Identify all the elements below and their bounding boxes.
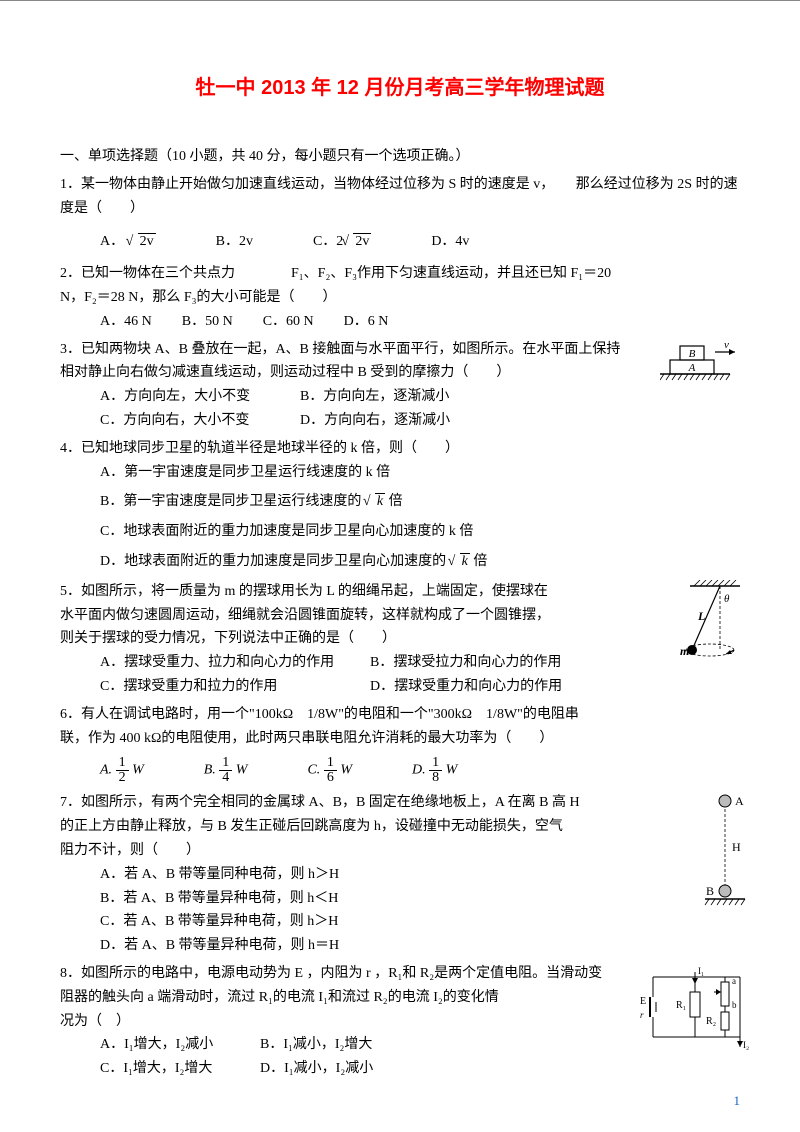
- q7-opt-c: C．若 A、B 带等量异种电荷，则 h＞H: [60, 910, 740, 934]
- svg-text:R₁: R₁: [676, 1000, 686, 1011]
- q3-opt-a: A．方向向左，大小不变: [100, 385, 300, 409]
- q2-opt-c: C．60 N: [263, 310, 314, 334]
- q3-opt-c: C．方向向右，大小不变: [100, 409, 300, 433]
- q5-line3: 则关于摆球的受力情况，下列说法中正确的是（ ）: [60, 627, 740, 651]
- question-1: 1．某一物体由静止开始做匀加速直线运动，当物体经过位移为 S 时的速度是 v， …: [60, 173, 740, 254]
- pendulum-figure: θ L m: [680, 580, 750, 670]
- q6-opt-b: B. 14 W: [204, 756, 248, 785]
- svg-text:I₂: I₂: [743, 1040, 749, 1050]
- q2-line2: N，F₂＝28 N，那么 F₃的大小可能是（ ）: [60, 286, 740, 310]
- svg-text:m: m: [680, 644, 689, 658]
- q8-opt-a: A．I₁增大，I₂减小: [100, 1033, 260, 1057]
- q4-opt-c: C．地球表面附近的重力加速度是同步卫星向心加速度的 k 倍: [60, 520, 740, 544]
- q4-opt-d: D．地球表面附近的重力加速度是同步卫星向心加速度的 k 倍: [60, 550, 740, 574]
- q2-opt-b: B．50 N: [182, 310, 233, 334]
- q8-line2: 阻器的触头向 a 端滑动时，流过 R₁的电流 I₁和流过 R₂的电流 I₂的变化…: [60, 986, 740, 1010]
- section-heading: 一、单项选择题（10 小题，共 40 分，每小题只有一个选项正确。）: [60, 145, 740, 169]
- q4-line1: 4．已知地球同步卫星的轨道半径是地球半径的 k 倍，则（ ）: [60, 437, 740, 461]
- q4-opt-a: A．第一宇宙速度是同步卫星运行线速度的 k 倍: [60, 461, 740, 485]
- svg-text:A: A: [688, 362, 696, 374]
- svg-text:b: b: [732, 1000, 737, 1010]
- q6-line2: 联，作为 400 kΩ的电阻使用，此时两只串联电阻允许消耗的最大功率为（ ）: [60, 727, 740, 751]
- svg-text:H: H: [732, 840, 741, 854]
- q1-opt-b: B．2v: [216, 230, 253, 254]
- q8-opt-c: C．I₁增大，I₂增大: [100, 1057, 260, 1081]
- q2-line1: 2．已知一物体在三个共点力 F₁、F₂、F₃作用下匀速直线运动，并且还已知 F₁…: [60, 262, 740, 286]
- svg-text:v: v: [724, 339, 729, 351]
- q1-text1: 1．某一物体由静止开始做匀加速直线运动，当物体经过位移为 S 时的速度是 v，: [60, 177, 554, 192]
- q6-opt-d: D. 18 W: [412, 756, 457, 785]
- q7-line2: 的正上方由静止释放，与 B 发生正碰后回跳高度为 h，设碰撞中无动能损失，空气: [60, 815, 740, 839]
- q3-opt-d: D．方向向右，逐渐减小: [300, 409, 450, 433]
- svg-text:L: L: [697, 609, 705, 623]
- q8-line3: 况为（ ）: [60, 1010, 740, 1034]
- q8-line1: 8．如图所示的电路中，电源电动势为 E ，内阻为 r ，R₁和 R₂是两个定值电…: [60, 962, 740, 986]
- q8-opt-d: D．I₁减小，I₂减小: [260, 1057, 373, 1081]
- q6-opt-c: C. 16 W: [307, 756, 352, 785]
- question-4: 4．已知地球同步卫星的轨道半径是地球半径的 k 倍，则（ ） A．第一宇宙速度是…: [60, 437, 740, 574]
- page-number: 1: [734, 1090, 741, 1112]
- question-3: 3．已知两物块 A、B 叠放在一起，A、B 接触面与水平面平行，如图所示。在水平…: [60, 338, 740, 433]
- exam-page: 牡一中 2013 年 12 月份月考高三学年物理试题 一、单项选择题（10 小题…: [0, 0, 800, 1132]
- question-7: 7．如图所示，有两个完全相同的金属球 A、B，B 固定在绝缘地板上，A 在离 B…: [60, 791, 740, 958]
- q5-line2: 水平面内做匀速圆周运动，细绳就会沿圆锥面旋转，这样就构成了一个圆锥摆，: [60, 604, 740, 628]
- q7-opt-a: A．若 A、B 带等量同种电荷，则 h＞H: [60, 863, 740, 887]
- two-balls-figure: A H B: [700, 791, 750, 911]
- q3-opt-b: B．方向向左，逐渐减小: [300, 385, 449, 409]
- svg-text:R₂: R₂: [706, 1016, 716, 1027]
- svg-text:A: A: [735, 794, 744, 808]
- svg-text:r: r: [640, 1010, 644, 1020]
- svg-text:B: B: [689, 348, 696, 360]
- q6-line1: 6．有人在调试电路时，用一个"100kΩ 1/8W"的电阻和一个"300kΩ 1…: [60, 703, 740, 727]
- q5-opt-b: B．摆球受拉力和向心力的作用: [370, 651, 561, 675]
- q4-opt-b: B．第一宇宙速度是同步卫星运行线速度的 k 倍: [60, 490, 740, 514]
- q3-line1: 3．已知两物块 A、B 叠放在一起，A、B 接触面与水平面平行，如图所示。在水平…: [60, 338, 740, 362]
- q5-opt-d: D．摆球受重力和向心力的作用: [370, 675, 562, 699]
- q2-opt-a: A．46 N: [100, 310, 152, 334]
- question-2: 2．已知一物体在三个共点力 F₁、F₂、F₃作用下匀速直线运动，并且还已知 F₁…: [60, 262, 740, 333]
- circuit-figure: E r I₁ R₁ a b: [640, 962, 750, 1052]
- svg-text:E: E: [640, 996, 646, 1007]
- q7-line3: 阻力不计，则（ ）: [60, 839, 740, 863]
- q1-opt-d: D．4v: [431, 230, 469, 254]
- q5-opt-a: A．摆球受重力、拉力和向心力的作用: [100, 651, 370, 675]
- q5-line1: 5．如图所示，将一质量为 m 的摆球用长为 L 的细绳吊起，上端固定，使摆球在: [60, 580, 740, 604]
- svg-text:θ: θ: [724, 593, 730, 605]
- q7-opt-b: B．若 A、B 带等量异种电荷，则 h＜H: [60, 887, 740, 911]
- question-6: 6．有人在调试电路时，用一个"100kΩ 1/8W"的电阻和一个"300kΩ 1…: [60, 703, 740, 786]
- svg-text:B: B: [706, 884, 714, 898]
- q7-opt-d: D．若 A、B 带等量异种电荷，则 h＝H: [60, 934, 740, 958]
- question-8: 8．如图所示的电路中，电源电动势为 E ，内阻为 r ，R₁和 R₂是两个定值电…: [60, 962, 740, 1081]
- q1-opt-a: A． 2v: [100, 230, 156, 254]
- svg-text:I₁: I₁: [698, 966, 704, 976]
- q7-line1: 7．如图所示，有两个完全相同的金属球 A、B，B 固定在绝缘地板上，A 在离 B…: [60, 791, 740, 815]
- page-title: 牡一中 2013 年 12 月份月考高三学年物理试题: [60, 71, 740, 105]
- q6-opt-a: A. 12 W: [100, 756, 144, 785]
- q2-opt-d: D．6 N: [344, 310, 389, 334]
- q3-line2: 相对静止向右做匀减速直线运动，则运动过程中 B 受到的摩擦力（ ）: [60, 361, 740, 385]
- blocks-figure: B A v: [660, 338, 740, 393]
- q8-opt-b: B．I₁减小，I₂增大: [260, 1033, 372, 1057]
- question-5: 5．如图所示，将一质量为 m 的摆球用长为 L 的细绳吊起，上端固定，使摆球在 …: [60, 580, 740, 699]
- q5-opt-c: C．摆球受重力和拉力的作用: [100, 675, 370, 699]
- q1-opt-c: C．22v: [313, 230, 371, 254]
